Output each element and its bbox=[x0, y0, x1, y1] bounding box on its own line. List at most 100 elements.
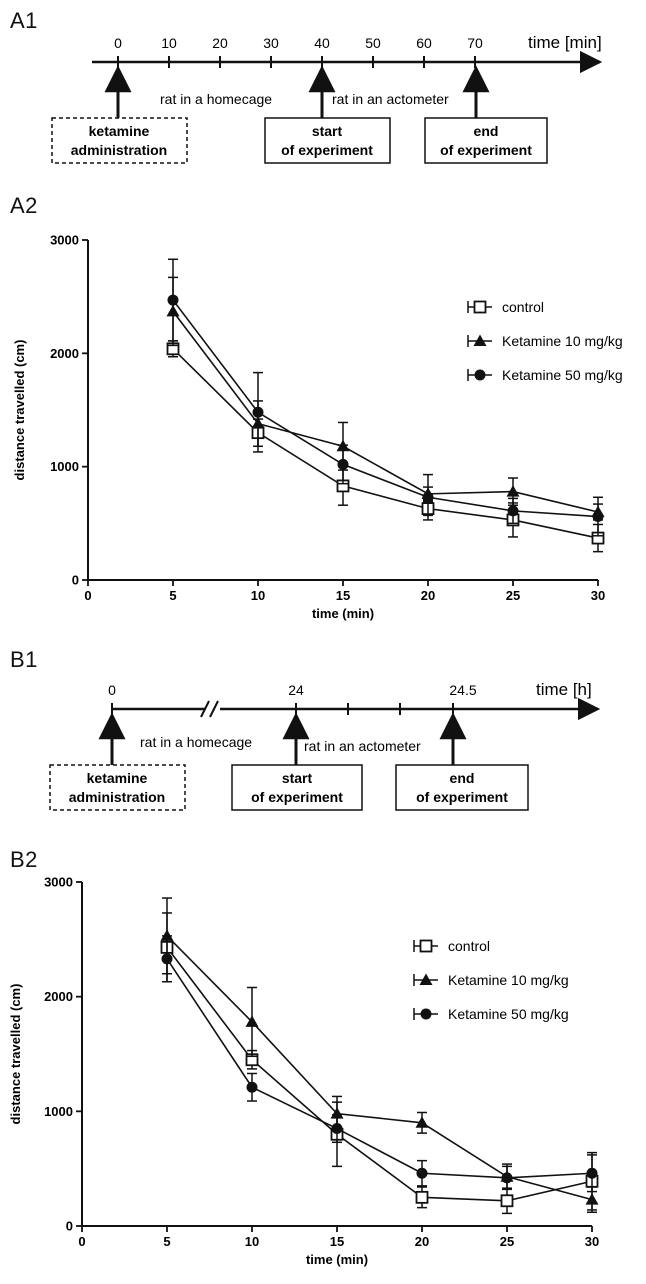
y-tick-label: 1000 bbox=[44, 1104, 73, 1119]
data-point bbox=[506, 485, 520, 497]
series-line bbox=[172, 299, 599, 518]
timeline-a-svg: 0 10 20 30 40 50 60 70 time [min] rat in a home… bbox=[51, 33, 603, 164]
y-tick-label: 2000 bbox=[50, 346, 79, 361]
y-axis-label: distance travelled (cm) bbox=[12, 340, 27, 481]
chart-b2-svg: 0 5 10 15 20 25 30 0 1000 2000 3000 time (min) dista… bbox=[8, 875, 599, 1268]
series-square-open bbox=[160, 912, 599, 1215]
series-circle bbox=[167, 258, 604, 537]
legend: control Ketamine 10 mg/kg Ketamine 50 mg/k… bbox=[467, 299, 623, 383]
data-point bbox=[160, 929, 174, 941]
box-ketamine-line2: administration bbox=[69, 789, 165, 805]
timeline-a-box-ketamine: ketamine administration bbox=[51, 117, 188, 164]
timeline-b-tick-label: 0 bbox=[108, 682, 116, 698]
series-line bbox=[172, 310, 599, 513]
data-point bbox=[331, 1123, 343, 1135]
chart-a2-svg: 0 5 10 15 20 25 30 0 1000 2000 3000 time (min) dista… bbox=[12, 233, 623, 622]
box-ketamine-line1: ketamine bbox=[87, 770, 148, 786]
data-point bbox=[161, 953, 173, 965]
y-tick-label: 0 bbox=[66, 1219, 73, 1234]
timeline-b-panel: B1 0 24 24.5 time [h] rat in a homecage … bbox=[0, 645, 646, 825]
x-tick-label: 25 bbox=[500, 1234, 514, 1249]
legend-label: Ketamine 50 mg/kg bbox=[502, 367, 623, 383]
legend-label: Ketamine 50 mg/kg bbox=[448, 1006, 569, 1022]
legend-label: control bbox=[502, 299, 544, 315]
x-axis-label: time (min) bbox=[306, 1252, 368, 1267]
data-point bbox=[585, 1193, 599, 1205]
box-ketamine-line2: administration bbox=[71, 142, 167, 158]
box-end-line2: of experiment bbox=[440, 142, 532, 158]
legend-marker bbox=[473, 334, 487, 346]
data-point bbox=[586, 1167, 598, 1179]
legend-marker bbox=[419, 973, 433, 985]
series-line bbox=[166, 958, 593, 1179]
legend-label: Ketamine 10 mg/kg bbox=[502, 333, 623, 349]
timeline-b-box-ketamine: ketamine administration bbox=[49, 764, 186, 811]
timeline-b-phase-actometer: rat in an actometer bbox=[304, 738, 421, 754]
data-point bbox=[422, 491, 434, 503]
x-tick-label: 0 bbox=[84, 588, 91, 603]
timeline-a-tick-label: 20 bbox=[212, 35, 228, 51]
box-start-line1: start bbox=[312, 123, 343, 139]
timeline-a-tick-label: 50 bbox=[365, 35, 381, 51]
data-point bbox=[246, 1081, 258, 1093]
x-tick-label: 20 bbox=[421, 588, 435, 603]
data-point bbox=[252, 406, 264, 418]
data-point bbox=[500, 1194, 514, 1208]
box-ketamine-line1: ketamine bbox=[89, 123, 150, 139]
timeline-a-unit: time [min] bbox=[528, 33, 602, 52]
timeline-a-tick-label: 70 bbox=[467, 35, 483, 51]
y-tick-label: 1000 bbox=[50, 459, 79, 474]
legend-label: control bbox=[448, 938, 490, 954]
data-point bbox=[416, 1167, 428, 1179]
timeline-a-panel: A1 0 10 20 30 40 50 60 70 time [min] rat in a h… bbox=[0, 0, 646, 185]
timeline-b-phase-homecage: rat in a homecage bbox=[140, 734, 252, 750]
x-axis-label: time (min) bbox=[312, 606, 374, 621]
y-tick-label: 3000 bbox=[44, 875, 73, 890]
panel-label-b1: B1 bbox=[10, 647, 38, 672]
timeline-b-svg: 0 24 24.5 time [h] rat in a homecage rat… bbox=[49, 680, 601, 811]
x-tick-label: 5 bbox=[169, 588, 176, 603]
timeline-a-box-start: start of experiment bbox=[264, 117, 391, 164]
data-point bbox=[415, 1116, 429, 1128]
series-line bbox=[166, 946, 593, 1202]
timeline-a-tick-label: 0 bbox=[114, 35, 122, 51]
series-line bbox=[172, 348, 599, 539]
x-tick-label: 5 bbox=[163, 1234, 170, 1249]
chart-a2-panel: A2 0 5 10 15 20 25 30 0 1000 2000 3000 time (min) di… bbox=[0, 185, 646, 635]
timeline-b-tick-label: 24 bbox=[288, 682, 304, 698]
chart-b2-panel: B2 0 5 10 15 20 25 30 0 1000 2000 3000 time (min) di… bbox=[0, 845, 646, 1284]
timeline-a-phase-homecage: rat in a homecage bbox=[160, 91, 272, 107]
x-tick-label: 10 bbox=[251, 588, 265, 603]
x-tick-label: 10 bbox=[245, 1234, 259, 1249]
data-point bbox=[592, 511, 604, 523]
series-circle bbox=[161, 935, 598, 1193]
data-point bbox=[330, 1107, 344, 1119]
data-point bbox=[245, 1015, 259, 1027]
box-start-line2: of experiment bbox=[281, 142, 373, 158]
x-tick-label: 20 bbox=[415, 1234, 429, 1249]
box-end-line1: end bbox=[474, 123, 499, 139]
legend-marker bbox=[419, 939, 433, 953]
legend: control Ketamine 10 mg/kg Ketamine 50 mg/k… bbox=[413, 938, 569, 1022]
legend-label: Ketamine 10 mg/kg bbox=[448, 972, 569, 988]
x-tick-label: 25 bbox=[506, 588, 520, 603]
y-tick-label: 0 bbox=[72, 573, 79, 588]
timeline-b-box-start: start of experiment bbox=[231, 764, 363, 811]
timeline-a-tick-label: 10 bbox=[161, 35, 177, 51]
x-tick-label: 30 bbox=[591, 588, 605, 603]
box-start-line1: start bbox=[282, 770, 313, 786]
legend-marker bbox=[420, 1008, 432, 1020]
data-point bbox=[507, 505, 519, 517]
series-line bbox=[166, 935, 593, 1201]
x-tick-label: 0 bbox=[78, 1234, 85, 1249]
y-tick-label: 3000 bbox=[50, 233, 79, 248]
legend-marker bbox=[474, 369, 486, 381]
data-point bbox=[501, 1172, 513, 1184]
box-end-line2: of experiment bbox=[416, 789, 508, 805]
legend-marker bbox=[473, 300, 487, 314]
timeline-b-break-icon bbox=[200, 700, 219, 718]
y-axis-label: distance travelled (cm) bbox=[8, 984, 23, 1125]
data-point bbox=[167, 294, 179, 306]
data-point bbox=[415, 1190, 429, 1204]
timeline-a-tick-label: 40 bbox=[314, 35, 330, 51]
